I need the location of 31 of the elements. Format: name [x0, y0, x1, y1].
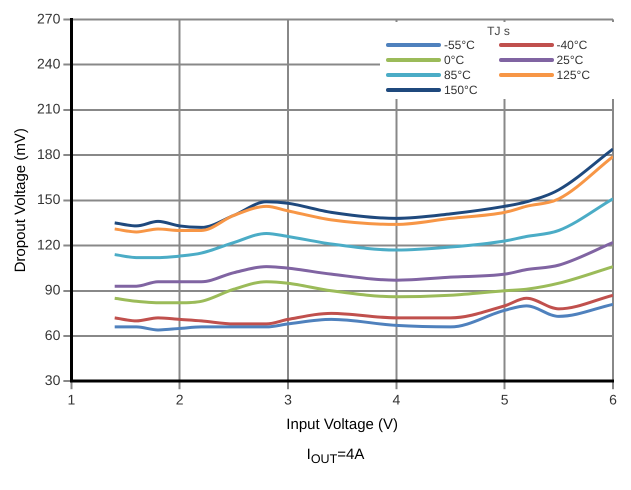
legend-title: TJ s: [486, 24, 511, 38]
legend-label: 150°C: [444, 83, 478, 97]
x-tick-label: 3: [284, 391, 292, 408]
legend-label: -40°C: [556, 38, 588, 52]
legend-label: 125°C: [556, 68, 590, 82]
x-tick-label: 2: [176, 391, 184, 408]
y-tick-label: 120: [37, 236, 61, 252]
line-series: [113, 294, 613, 326]
y-tick-label: 60: [44, 326, 61, 343]
line-series: [113, 265, 613, 304]
y-axis-title: Dropout Voltage (mV): [12, 128, 30, 272]
x-tick-label: 5: [500, 391, 509, 408]
y-tick-label: 180: [37, 146, 61, 162]
y-tick-label: 270: [37, 10, 61, 26]
x-axis-title: Input Voltage (V): [286, 416, 398, 434]
y-tick-label: 90: [44, 282, 61, 298]
x-tick-label: 6: [609, 391, 618, 408]
y-tick-label: 210: [37, 100, 61, 117]
text: I$_{OUT}$=4A: [306, 446, 366, 466]
line-series: [113, 241, 613, 288]
legend-label: 0°C: [444, 53, 464, 67]
y-tick-label: 240: [37, 55, 61, 72]
x-tick-label: 4: [392, 391, 400, 408]
line-series: [113, 302, 613, 332]
legend-label: 85°C: [444, 68, 471, 82]
line-series: [113, 197, 613, 260]
y-tick-label: 30: [44, 372, 61, 388]
y-tick-label: 150: [37, 191, 61, 208]
legend-label: -55°C: [444, 38, 475, 52]
x-tick-label: 1: [67, 391, 76, 408]
legend-label: 25°C: [556, 53, 584, 67]
